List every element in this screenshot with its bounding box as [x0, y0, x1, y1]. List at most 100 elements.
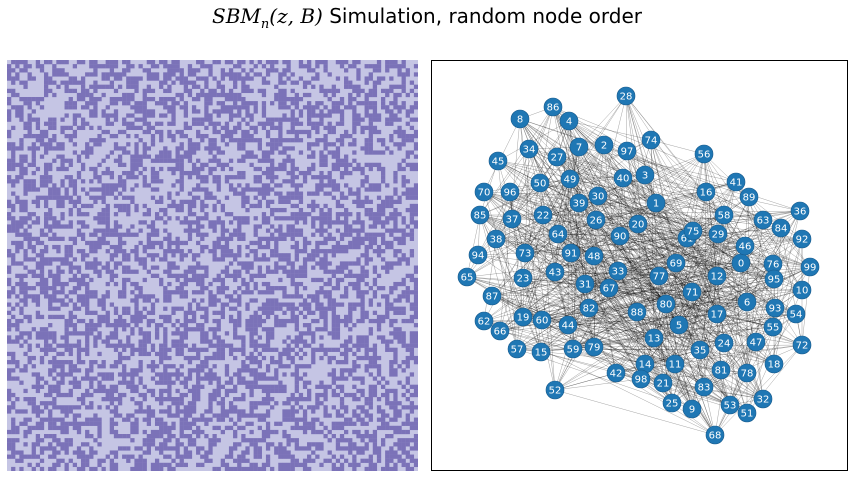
- heatmap-cell: [270, 175, 275, 180]
- heatmap-cell: [233, 331, 238, 336]
- heatmap-cell: [35, 302, 41, 307]
- heatmap-cell: [233, 216, 238, 221]
- heatmap-cell: [171, 372, 176, 377]
- heatmap-cell: [274, 244, 279, 250]
- heatmap-cell: [307, 257, 312, 262]
- heatmap-cell: [393, 327, 398, 332]
- heatmap-cell: [278, 76, 283, 81]
- heatmap-cell: [109, 232, 115, 237]
- heatmap-cell: [385, 203, 390, 209]
- heatmap-cell: [216, 109, 221, 114]
- heatmap-cell: [385, 269, 390, 274]
- heatmap-cell: [212, 302, 217, 307]
- heatmap-cell: [364, 429, 369, 435]
- heatmap-cell: [134, 142, 139, 147]
- heatmap-cell: [290, 273, 295, 278]
- heatmap-cell: [146, 109, 151, 114]
- heatmap-cell: [175, 454, 180, 459]
- heatmap-cell: [257, 360, 262, 365]
- heatmap-cell: [344, 290, 349, 295]
- heatmap-cell: [122, 376, 127, 381]
- heatmap-cell: [339, 401, 345, 406]
- heatmap-cell: [331, 244, 336, 250]
- heatmap-cell: [311, 318, 316, 324]
- heatmap-cell: [253, 446, 258, 451]
- heatmap-cell: [191, 392, 197, 398]
- heatmap-cell: [80, 179, 86, 184]
- heatmap-cell: [372, 438, 378, 443]
- heatmap-cell: [307, 60, 312, 65]
- heatmap-cell: [261, 343, 267, 348]
- heatmap-cell: [381, 207, 386, 213]
- heatmap-cell: [253, 203, 258, 209]
- heatmap-cell: [93, 105, 98, 110]
- heatmap-cell: [282, 310, 287, 315]
- heatmap-cell: [113, 331, 119, 336]
- heatmap-cell: [171, 249, 176, 254]
- heatmap-cell: [323, 384, 328, 389]
- heatmap-cell: [307, 446, 312, 451]
- heatmap-cell: [56, 195, 61, 200]
- heatmap-cell: [93, 72, 98, 77]
- heatmap-cell: [228, 68, 234, 73]
- heatmap-cell: [85, 442, 90, 447]
- heatmap-cell: [393, 220, 398, 225]
- heatmap-cell: [31, 117, 36, 122]
- heatmap-cell: [35, 388, 41, 394]
- heatmap-cell: [23, 133, 28, 139]
- heatmap-cell: [352, 96, 357, 102]
- heatmap-cell: [11, 306, 16, 311]
- heatmap-cell: [265, 269, 271, 274]
- heatmap-cell: [290, 244, 295, 250]
- heatmap-cell: [335, 105, 341, 110]
- heatmap-cell: [241, 199, 246, 204]
- heatmap-cell: [183, 121, 188, 126]
- heatmap-cell: [335, 187, 341, 192]
- heatmap-cell: [117, 351, 123, 357]
- heatmap-cell: [249, 150, 254, 155]
- heatmap-cell: [175, 101, 180, 106]
- heatmap-cell: [298, 191, 304, 196]
- heatmap-cell: [253, 327, 258, 332]
- heatmap-cell: [130, 298, 135, 303]
- heatmap-cell: [261, 462, 267, 468]
- heatmap-cell: [113, 310, 119, 315]
- heatmap-cell: [23, 68, 28, 73]
- heatmap-cell: [261, 216, 267, 221]
- heatmap-cell: [146, 421, 151, 426]
- heatmap-cell: [11, 429, 16, 435]
- heatmap-cell: [117, 314, 123, 320]
- heatmap-cell: [167, 154, 172, 159]
- heatmap-cell: [109, 302, 115, 307]
- heatmap-cell: [237, 310, 242, 315]
- heatmap-cell: [56, 236, 61, 241]
- heatmap-cell: [344, 224, 349, 229]
- heatmap-cell: [339, 421, 345, 426]
- heatmap-cell: [105, 318, 110, 324]
- heatmap-cell: [159, 121, 164, 126]
- heatmap-cell: [138, 310, 143, 315]
- heatmap-cell: [376, 117, 382, 122]
- heatmap-cell: [191, 166, 197, 172]
- heatmap-cell: [224, 162, 230, 168]
- heatmap-cell: [364, 175, 369, 180]
- heatmap-cell: [265, 327, 271, 332]
- heatmap-cell: [154, 170, 160, 176]
- heatmap-cell: [196, 425, 201, 431]
- heatmap-cell: [93, 388, 98, 394]
- heatmap-cell: [290, 277, 295, 283]
- heatmap-cell: [134, 318, 139, 324]
- heatmap-cell: [311, 191, 316, 196]
- heatmap-cell: [233, 228, 238, 233]
- heatmap-cell: [72, 101, 78, 106]
- heatmap-cell: [364, 236, 369, 241]
- heatmap-cell: [282, 466, 287, 471]
- heatmap-cell: [294, 117, 299, 122]
- heatmap-cell: [352, 286, 357, 291]
- heatmap-cell: [126, 80, 131, 85]
- heatmap-cell: [122, 392, 127, 398]
- heatmap-cell: [196, 397, 201, 402]
- heatmap-cell: [228, 232, 234, 237]
- heatmap-cell: [237, 417, 242, 422]
- heatmap-cell: [286, 335, 291, 340]
